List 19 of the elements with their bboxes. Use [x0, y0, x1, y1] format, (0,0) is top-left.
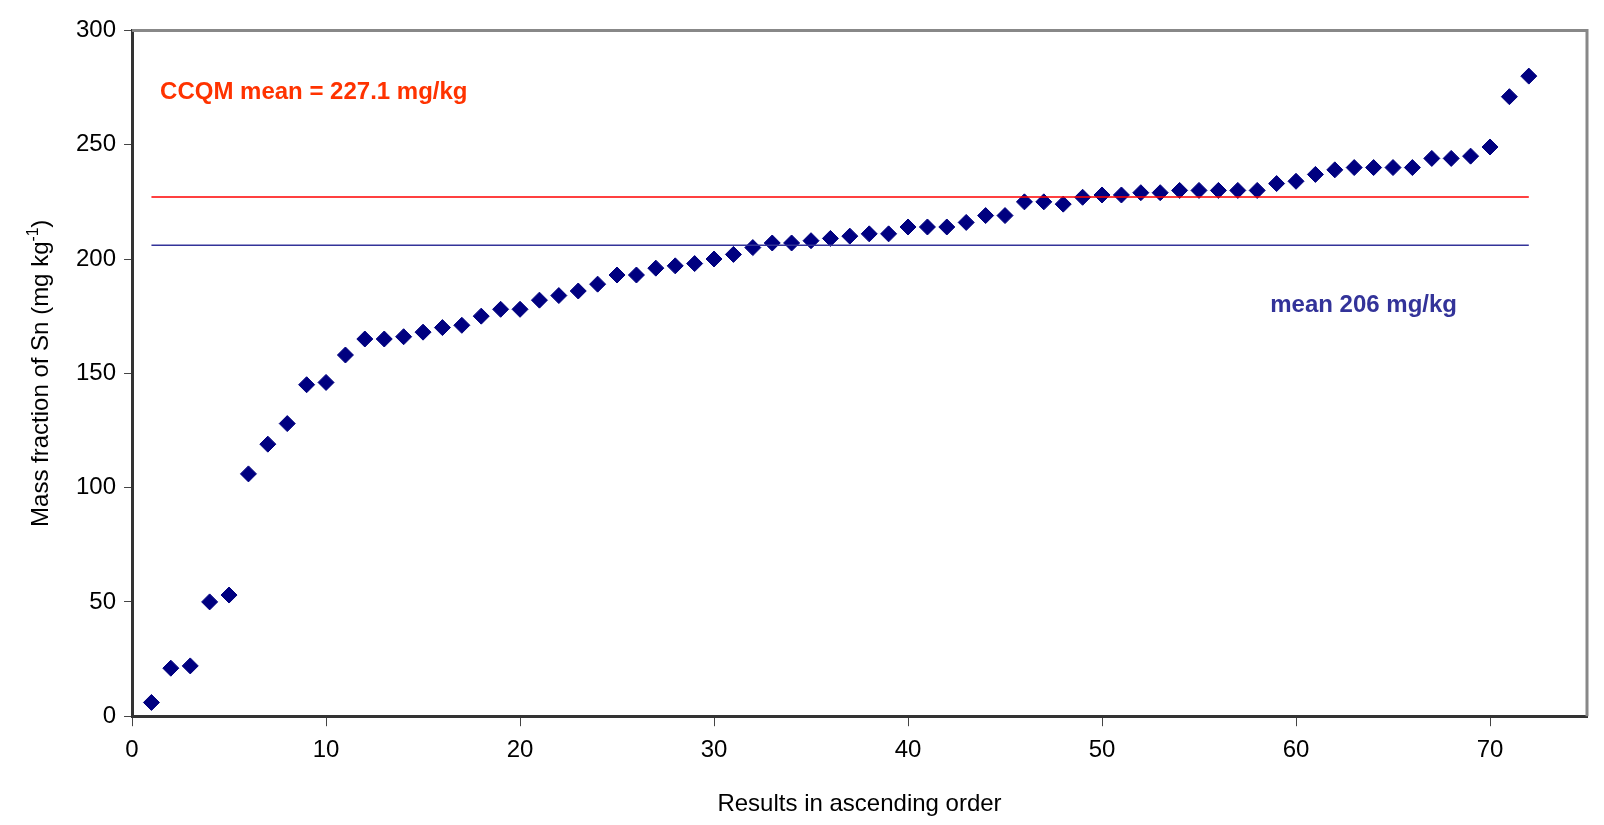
x-tick-label: 10 — [312, 735, 340, 763]
x-tick-label: 40 — [894, 735, 922, 763]
x-tick-label: 20 — [506, 735, 534, 763]
x-tick-label: 0 — [125, 735, 139, 763]
ref-line-label: mean 206 mg/kg — [1270, 289, 1457, 317]
annotation: CCQM mean = 227.1 mg/kg — [160, 77, 468, 105]
y-tick-label: 250 — [76, 129, 117, 157]
y-axis-title: Mass fraction of Sn (mg kg-1) — [24, 219, 53, 527]
y-tick-label: 200 — [76, 243, 117, 271]
x-tick-label: 70 — [1476, 735, 1504, 763]
y-tick-label: 0 — [102, 700, 117, 728]
y-tick-label: 100 — [76, 472, 117, 500]
x-tick-label: 60 — [1282, 735, 1310, 763]
x-tick-label: 30 — [700, 735, 728, 763]
x-tick-label: 50 — [1088, 735, 1116, 763]
y-tick-label: 300 — [76, 15, 117, 43]
x-axis-title: Results in ascending order — [717, 789, 1002, 816]
y-tick-label: 150 — [76, 357, 117, 385]
y-tick-label: 50 — [89, 586, 117, 614]
